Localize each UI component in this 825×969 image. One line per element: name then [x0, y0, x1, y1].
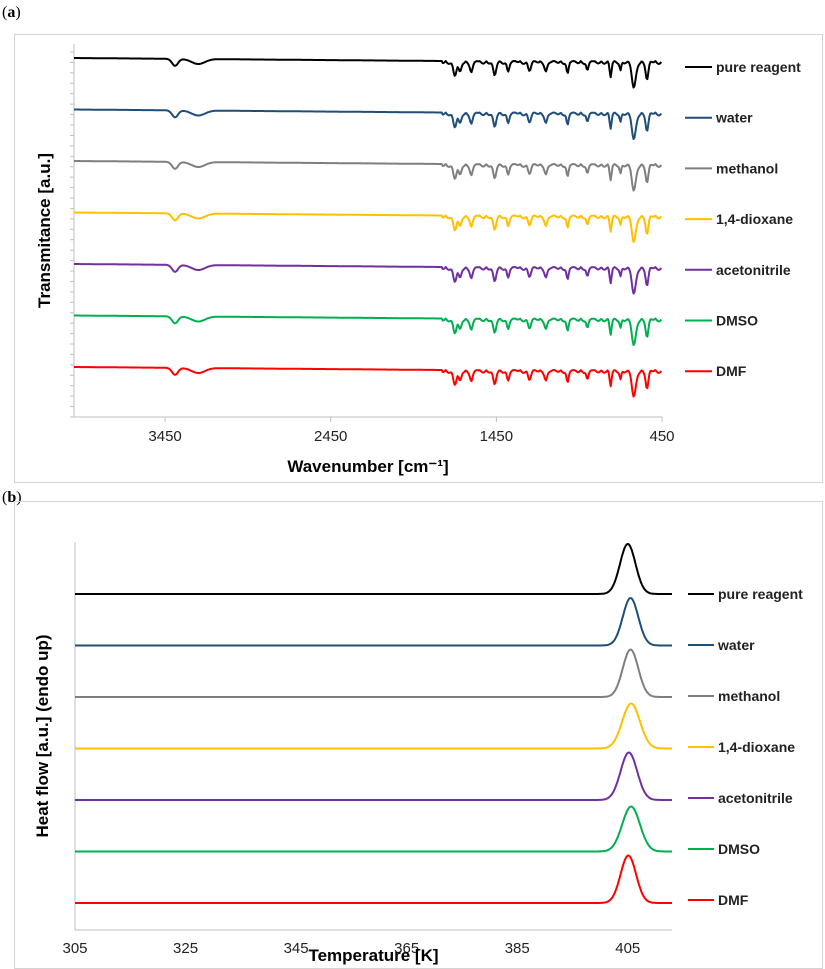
y-axis-title: Heat flow [a.u.] (endo up): [33, 634, 52, 837]
x-tick-label: 1450: [480, 428, 513, 445]
series-line-1-4-dioxane: [74, 702, 673, 750]
series-line-dmso: [74, 805, 673, 853]
series-line-acetonitrile: [74, 751, 673, 801]
series-line-dmf: [74, 366, 663, 398]
series-line-pure-reagent: [74, 543, 673, 595]
x-tick-label: 2450: [314, 428, 347, 445]
panel-label-a: (a): [2, 4, 21, 21]
legend-label-pure-reagent: pure reagent: [716, 59, 801, 75]
x-tick-label: 450: [649, 428, 674, 445]
x-tick-label: 345: [284, 940, 309, 957]
series-line-1-4-dioxane: [74, 211, 663, 243]
x-tick-label: 3450: [148, 428, 181, 445]
legend-label-acetonitrile: acetonitrile: [718, 790, 793, 806]
y-axis-title: Transmitance [a.u.]: [35, 153, 54, 308]
legend-label-water: water: [717, 637, 755, 653]
legend-label-water: water: [715, 110, 753, 126]
series-line-water: [74, 597, 673, 647]
x-tick-label: 365: [394, 940, 419, 957]
x-tick-label: 385: [505, 940, 530, 957]
legend-label-dmso: DMSO: [718, 841, 760, 857]
series-line-methanol: [74, 648, 673, 698]
panel-label-b: (b): [2, 489, 22, 506]
legend-label-1-4-dioxane: 1,4-dioxane: [716, 211, 793, 227]
series-line-pure-reagent: [74, 57, 663, 89]
legend-label-dmf: DMF: [718, 892, 749, 908]
legend-label-methanol: methanol: [718, 688, 780, 704]
x-axis-title: Wavenumber [cm⁻¹]: [287, 457, 448, 476]
dsc-chart: 305 325 345 365 385 405 Temperature [K] Heat fl…: [33, 542, 803, 965]
legend-label-1-4-dioxane: 1,4-dioxane: [718, 739, 795, 755]
legend-label-methanol: methanol: [716, 160, 778, 176]
series-line-methanol: [74, 160, 663, 192]
legend-label-acetonitrile: acetonitrile: [716, 262, 791, 278]
x-tick-label: 325: [173, 940, 198, 957]
panel-a-frame: [14, 34, 823, 483]
legend-label-dmso: DMSO: [716, 313, 758, 329]
panel-a-ftir: (a) 3450 2450 1450 450 Wavenumber [cm⁻¹] Tran…: [2, 4, 823, 483]
legend-label-dmf: DMF: [716, 363, 747, 379]
panel-b-dsc: (b) 305 325 345 365 385 405 Temperature [K] Hea…: [0, 485, 825, 969]
legend-label-pure-reagent: pure reagent: [718, 586, 803, 602]
x-axis-title: Temperature [K]: [308, 946, 438, 965]
ftir-chart: 3450 2450 1450 450 Wavenumber [cm⁻¹] Transmit…: [35, 44, 801, 476]
series-line-water: [74, 108, 663, 140]
x-tick-label: 405: [615, 940, 640, 957]
series-line-acetonitrile: [74, 263, 663, 295]
series-line-dmso: [74, 314, 663, 346]
x-tick-label: 305: [62, 940, 87, 957]
series-line-dmf: [74, 854, 673, 904]
